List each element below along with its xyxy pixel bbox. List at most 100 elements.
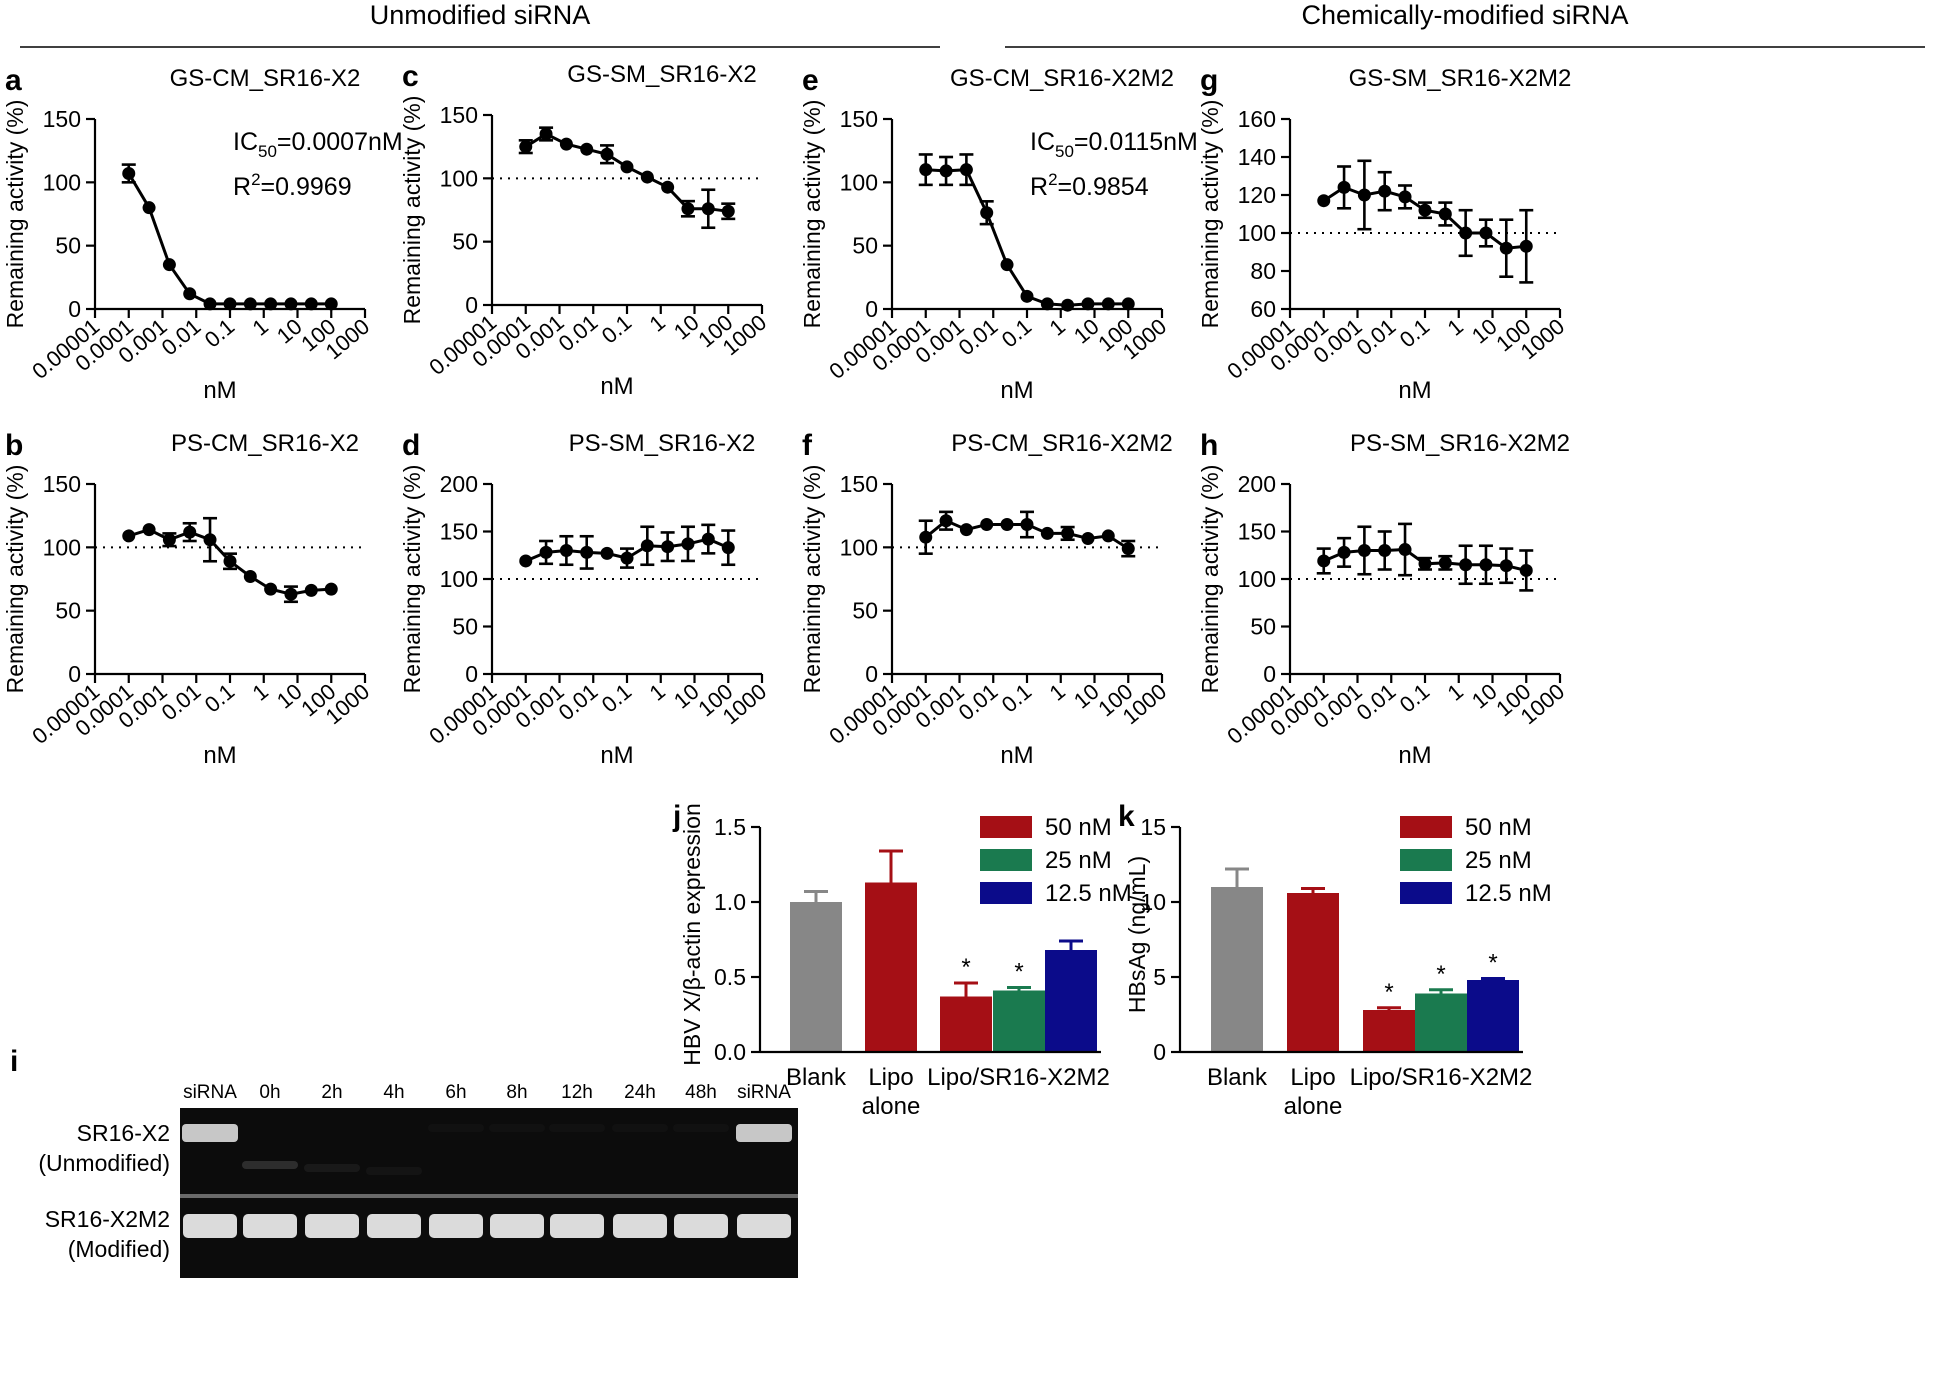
panel-title-g: GS-SM_SR16-X2M2: [1349, 65, 1572, 92]
data-point: [243, 569, 257, 583]
panel-d: d PS-SM_SR16-X20501001502000.000010.00010…: [399, 429, 771, 769]
data-point: [1121, 542, 1135, 556]
gel-band-bottom: [429, 1214, 483, 1238]
x-tick-label: 0.01: [554, 310, 603, 357]
x-tick-label: 0.1: [1395, 679, 1435, 718]
data-point: [1317, 554, 1331, 568]
x-axis-label-e: nM: [1000, 377, 1033, 404]
gel-band-bottom: [243, 1214, 297, 1238]
y-tick-label: 0: [465, 292, 478, 318]
x-tick-label: 1: [1443, 679, 1468, 706]
data-point: [122, 529, 136, 543]
y-tick-label: 150: [440, 102, 478, 128]
x-axis-label-f: nM: [1000, 742, 1033, 769]
y-tick-label: 100: [440, 165, 478, 191]
panel-b: b PS-CM_SR16-X20501001500.000010.00010.00…: [2, 429, 374, 769]
y-tick-label: 80: [1250, 258, 1276, 284]
data-point: [721, 541, 735, 555]
data-point: [1101, 297, 1115, 311]
data-point: [1040, 526, 1054, 540]
y-tick-label: 120: [1238, 182, 1276, 208]
panel-letter-g: g: [1200, 64, 1218, 97]
x-tick-label: 0.01: [1352, 679, 1401, 726]
gel-band-top: [366, 1167, 422, 1175]
data-point: [681, 202, 695, 216]
x-tick-label: 0.01: [554, 679, 603, 726]
panel-a: a GS-CM_SR16-X20501001500.000010.00010.00…: [2, 64, 403, 404]
data-point: [162, 258, 176, 272]
bar: [1287, 893, 1339, 1052]
data-point: [1438, 207, 1452, 221]
x-tick-label: 1: [248, 679, 273, 706]
legend-swatch: [1400, 816, 1452, 838]
x-tick-label: 1: [1045, 314, 1070, 341]
category-label: Lipo/SR16-X2M2: [1350, 1064, 1533, 1091]
data-point: [1061, 298, 1075, 312]
category-label: alone: [862, 1093, 921, 1120]
x-tick-label: 1: [645, 310, 670, 337]
category-label: alone: [1284, 1093, 1343, 1120]
y-axis-label-e: Remaining activity (%): [799, 100, 825, 329]
data-point: [1020, 518, 1034, 532]
legend-label: 50 nM: [1045, 814, 1112, 841]
data-point: [1000, 518, 1014, 532]
data-point: [959, 523, 973, 537]
panel-letter-e: e: [802, 64, 819, 97]
x-axis-label-h: nM: [1398, 742, 1431, 769]
y-tick-label: 150: [43, 471, 81, 497]
gel-lane-label: 48h: [685, 1082, 717, 1103]
gel-band-top: [428, 1124, 484, 1132]
y-tick-label: 0.5: [714, 964, 746, 990]
panel-title-d: PS-SM_SR16-X2: [569, 430, 756, 457]
data-point: [539, 127, 553, 141]
data-point: [939, 514, 953, 528]
data-point: [223, 554, 237, 568]
data-point: [264, 297, 278, 311]
gel-band-bottom: [367, 1214, 421, 1238]
x-tick-label: 0.1: [997, 679, 1037, 718]
data-point: [640, 170, 654, 184]
x-tick-label: 1: [248, 314, 273, 341]
category-label: Lipo: [868, 1064, 913, 1091]
category-label: Blank: [1207, 1064, 1268, 1091]
data-point: [980, 206, 994, 220]
y-tick-label: 50: [1250, 614, 1276, 640]
r2-annotation-e: R2=0.9854: [1030, 170, 1149, 201]
data-point: [142, 523, 156, 537]
r2-annotation-a: R2=0.9969: [233, 170, 352, 201]
y-tick-label: 50: [452, 229, 478, 255]
data-point: [939, 164, 953, 178]
data-point: [620, 160, 634, 174]
gel-band-bottom: [613, 1214, 667, 1238]
x-tick-label: 1: [1045, 679, 1070, 706]
data-point: [1357, 188, 1371, 202]
y-tick-label: 10: [1140, 889, 1166, 915]
data-point: [1398, 190, 1412, 204]
y-tick-label: 0: [1153, 1039, 1166, 1065]
panel-letter-f: f: [802, 429, 813, 462]
x-tick-label: 1: [645, 679, 670, 706]
gel-bottom-label-1: SR16-X2M2: [45, 1206, 170, 1232]
x-tick-label: 0.1: [200, 679, 240, 718]
bar: [790, 902, 842, 1052]
y-axis-label-a: Remaining activity (%): [2, 100, 28, 329]
data-point: [1121, 297, 1135, 311]
data-point: [223, 297, 237, 311]
data-point: [980, 518, 994, 532]
data-point: [559, 544, 573, 557]
data-point: [640, 539, 654, 553]
data-point: [1378, 544, 1392, 557]
y-tick-label: 160: [1238, 106, 1276, 132]
bar-panels: j * * 0.0 0.5 1.0 1.5 HBV X/β-actin expression B…: [672, 800, 1552, 1120]
data-point: [1357, 544, 1371, 557]
panel-title-e: GS-CM_SR16-X2M2: [950, 65, 1174, 92]
gel-band-top: [182, 1124, 238, 1142]
gel-lane-label: 4h: [383, 1082, 404, 1103]
data-point: [919, 530, 933, 544]
data-point: [1398, 543, 1412, 557]
y-tick-label: 200: [440, 471, 478, 497]
data-point: [959, 163, 973, 177]
panel-title-f: PS-CM_SR16-X2M2: [951, 430, 1172, 457]
gel-bands: [182, 1124, 792, 1238]
y-axis-label-b: Remaining activity (%): [2, 465, 28, 694]
